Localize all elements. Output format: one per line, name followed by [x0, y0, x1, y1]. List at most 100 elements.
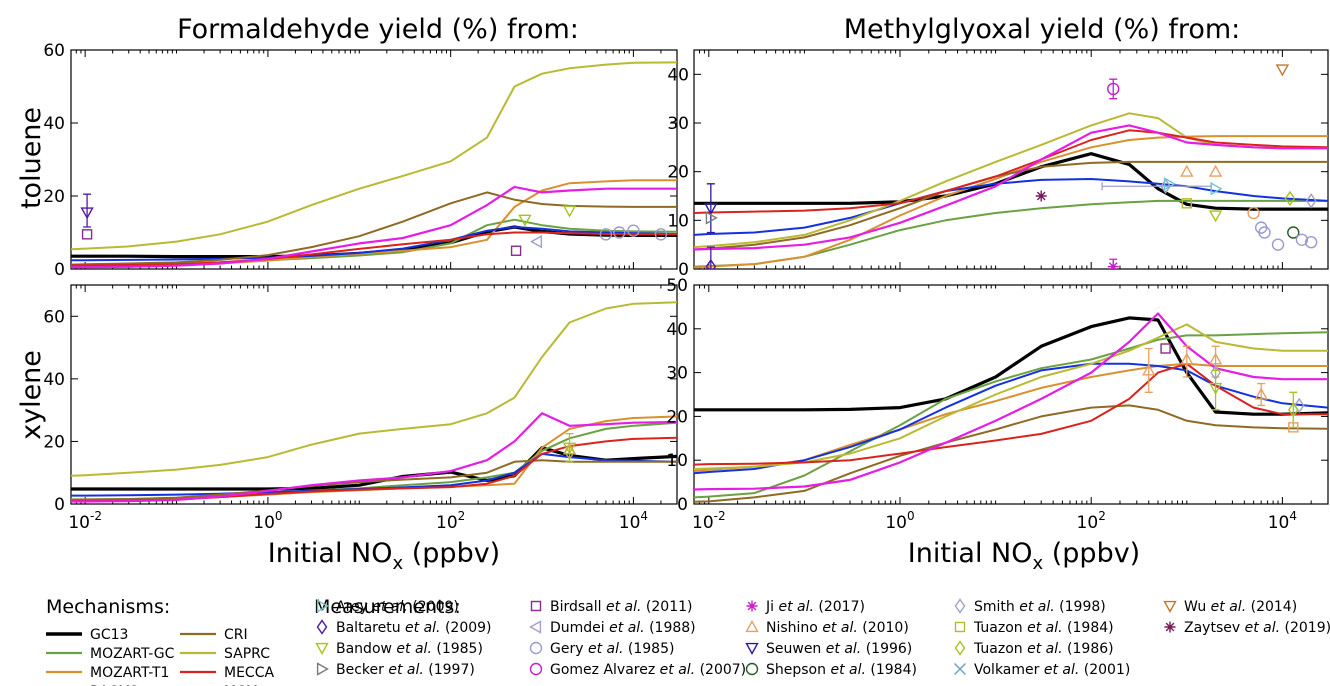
data-point — [1208, 164, 1223, 177]
y-tick-label: 0 — [54, 260, 65, 280]
data-point — [613, 226, 626, 239]
series-line-gc13 — [694, 316, 1328, 416]
legend-measurement: Gomez Alvarez et al. (2007) — [550, 662, 746, 678]
y-tick-label: 10 — [667, 211, 689, 231]
axes-frame — [693, 49, 1329, 270]
legend-label-racm2: RACM2 — [90, 684, 139, 686]
data-point — [654, 228, 668, 241]
data-point — [1208, 210, 1223, 223]
data-point — [1271, 238, 1285, 251]
chart-panel-2: 0 10 20 30 40 — [667, 49, 1329, 280]
x-tick-label: 104 — [1268, 509, 1297, 533]
legend-marker — [316, 662, 329, 676]
data-point — [1258, 226, 1271, 239]
legend-marker — [316, 619, 328, 635]
data-point — [1160, 343, 1171, 354]
error-bar — [1144, 347, 1153, 393]
data-point — [80, 207, 94, 220]
legend-measurement: Baltaretu et al. (2009) — [336, 620, 492, 636]
x-tick-label: 10-2 — [68, 509, 102, 533]
measurement-points — [562, 432, 577, 463]
x-axis-label-sub: x — [393, 553, 404, 574]
y-tick-label: 60 — [43, 41, 65, 61]
legend-measurement: Shepson et al. (1984) — [766, 662, 917, 678]
series-line-racm2 — [694, 362, 1328, 475]
y-tick-label: 10 — [666, 451, 688, 471]
legend-label-mozart-t1: MOZART-T1 — [90, 665, 169, 681]
data-point — [1287, 402, 1299, 418]
x-axis-label-unit: (ppbv) — [1043, 538, 1140, 569]
legend-marker — [530, 600, 542, 612]
y-tick-label: 20 — [43, 187, 65, 207]
series-line-cri — [71, 459, 677, 502]
error-bar — [1182, 345, 1191, 378]
y-tick-label: 30 — [666, 364, 688, 384]
y-tick-label: 0 — [54, 495, 65, 515]
x-axis-label-left: Initial NOx (ppbv) — [268, 538, 500, 574]
data-point — [1107, 261, 1119, 269]
data-point — [1247, 206, 1260, 220]
error-bar — [1109, 78, 1118, 100]
legend-label-mozart-gc: MOZART-GC — [90, 646, 175, 662]
data-point — [1181, 198, 1192, 209]
series-line-cri — [694, 160, 1328, 251]
row-label-xylene: xylene — [16, 350, 47, 440]
data-point — [1160, 178, 1171, 194]
y-tick-label: 60 — [43, 307, 65, 327]
error-bar — [706, 246, 715, 269]
series-line-racm2 — [71, 226, 677, 262]
y-tick-label: 0 — [678, 260, 689, 280]
series-line-saprc — [71, 61, 677, 251]
data-point — [1208, 352, 1223, 365]
x-axis-label-unit: (ppbv) — [403, 538, 500, 569]
legend-marker — [529, 662, 543, 676]
axes-frame — [70, 49, 678, 270]
data-point — [1180, 352, 1194, 365]
data-point — [1107, 82, 1120, 96]
legend-marker — [745, 642, 759, 655]
y-tick-label: 20 — [667, 163, 689, 183]
series-line-gc13 — [71, 446, 677, 491]
chart-panel-4: 10-2 100 102 104 0 10 20 30 40 50 — [666, 276, 1329, 533]
data-point — [1163, 177, 1176, 191]
legend-marker — [746, 600, 758, 612]
legend-measurement: Tuazon et al. (1984) — [973, 620, 1114, 636]
series-line-mecca — [71, 231, 677, 267]
y-tick-label: 30 — [667, 114, 689, 134]
series-lines — [694, 112, 1328, 269]
data-point — [1142, 363, 1156, 376]
error-bar — [706, 183, 715, 234]
legend-marker — [1164, 621, 1176, 633]
data-point — [599, 228, 613, 241]
error-bar — [83, 193, 92, 228]
series-lines — [71, 61, 677, 269]
y-tick-label: 40 — [666, 320, 688, 340]
series-line-mcm — [71, 412, 677, 503]
legend-measurement: Birdsall et al. (2011) — [550, 599, 693, 615]
legend-measurement: Gery et al. (1985) — [550, 641, 674, 657]
data-point — [1288, 422, 1299, 433]
series-line-mcm — [694, 124, 1328, 251]
y-tick-label: 40 — [43, 114, 65, 134]
y-tick-label: 20 — [666, 407, 688, 427]
data-point — [1304, 236, 1318, 249]
x-tick-label: 10-2 — [692, 509, 726, 533]
data-point — [1293, 397, 1305, 414]
series-line-mozart-gc — [694, 331, 1328, 499]
data-point — [1295, 233, 1309, 247]
legend-measurement: Tuazon et al. (1986) — [973, 641, 1114, 657]
series-line-mcm — [71, 185, 677, 269]
legend-measurements-title: Measurements: — [314, 596, 461, 618]
error-bar — [1289, 391, 1298, 428]
legend-marker — [954, 598, 966, 614]
data-point — [1208, 382, 1223, 395]
data-point — [562, 205, 577, 218]
legend-marker — [315, 642, 329, 655]
series-line-cri — [694, 404, 1328, 503]
series-line-saprc — [694, 323, 1328, 470]
series-line-saprc — [694, 112, 1328, 249]
measurement-points — [1142, 343, 1305, 433]
data-point — [1287, 226, 1300, 239]
x-tick-label: 100 — [253, 509, 282, 533]
